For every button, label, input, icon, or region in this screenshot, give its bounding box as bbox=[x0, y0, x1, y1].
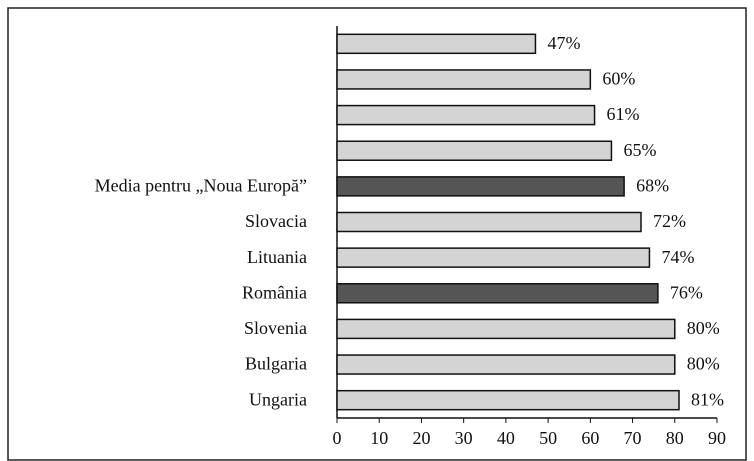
bar bbox=[336, 247, 651, 268]
bar bbox=[336, 140, 613, 161]
y-tick-label: România bbox=[242, 282, 307, 302]
value-label: 68% bbox=[636, 175, 669, 195]
value-label: 81% bbox=[691, 389, 724, 409]
value-label: 74% bbox=[661, 247, 694, 267]
bar bbox=[336, 176, 625, 197]
bar bbox=[336, 69, 592, 90]
y-tick-label: Media pentru „Noua Europă” bbox=[95, 175, 307, 195]
bar bbox=[336, 33, 537, 55]
frame bbox=[7, 7, 747, 461]
value-label: 65% bbox=[623, 140, 656, 160]
value-label: 61% bbox=[607, 104, 640, 124]
x-tick-label: 20 bbox=[412, 428, 430, 448]
x-tick-label: 90 bbox=[708, 428, 726, 448]
y-tick-label: Bulgaria bbox=[245, 354, 307, 374]
x-tick-label: 40 bbox=[497, 428, 515, 448]
bar bbox=[336, 104, 596, 126]
y-tick-label: Lituania bbox=[247, 247, 307, 267]
y-tick-label: Slovacia bbox=[245, 211, 307, 231]
y-tick-label: Ungaria bbox=[249, 389, 307, 409]
bar bbox=[336, 354, 676, 375]
x-tick-label: 30 bbox=[455, 428, 473, 448]
value-label: 80% bbox=[687, 318, 720, 338]
bar bbox=[336, 318, 676, 340]
value-label: 47% bbox=[547, 33, 580, 53]
bar bbox=[336, 211, 642, 233]
x-tick-label: 70 bbox=[624, 428, 642, 448]
x-tick-label: 60 bbox=[581, 428, 599, 448]
bar bbox=[336, 283, 659, 304]
x-tick-label: 10 bbox=[370, 428, 388, 448]
value-label: 80% bbox=[687, 354, 720, 374]
value-label: 76% bbox=[670, 282, 703, 302]
x-tick-label: 0 bbox=[333, 428, 342, 448]
bar bbox=[336, 389, 680, 411]
x-tick-label: 50 bbox=[539, 428, 557, 448]
y-tick-label: Slovenia bbox=[244, 318, 307, 338]
value-label: 72% bbox=[653, 211, 686, 231]
value-label: 60% bbox=[602, 69, 635, 89]
x-tick-label: 80 bbox=[666, 428, 684, 448]
